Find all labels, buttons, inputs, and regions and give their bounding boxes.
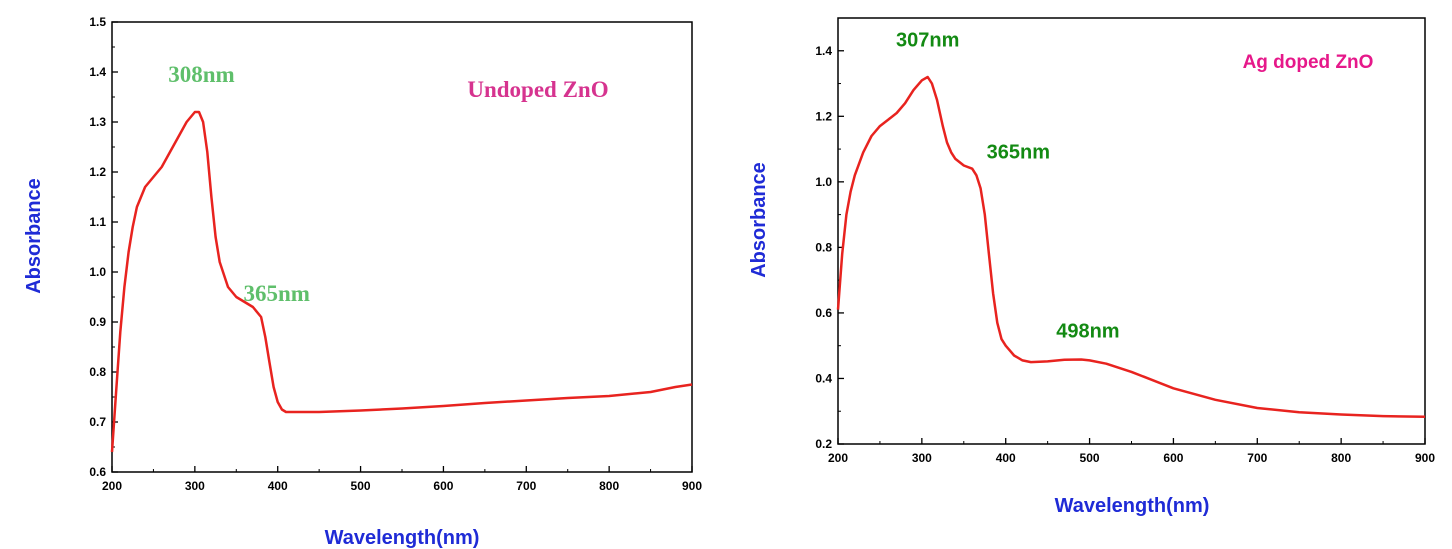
y-tick-label: 0.4 (815, 371, 832, 385)
absorbance-line (110, 110, 693, 453)
x-tick-label: 800 (1331, 451, 1351, 465)
chart-undoped-zno: 0.6 0.7 0.8 0.9 1.0 1.1 1.2 1.3 1.4 1.5 200 300 400… (23, 15, 702, 549)
x-tick-label: 600 (1163, 451, 1183, 465)
y-tick-label: 0.8 (815, 240, 832, 254)
y-tick-label: 0.7 (89, 415, 106, 429)
peak-label: 365nm (243, 281, 309, 306)
x-tick-label: 300 (185, 479, 205, 493)
y-ticks: 0.2 0.4 0.6 0.8 1.0 1.2 1.4 (815, 44, 844, 451)
x-ticks: 200 300 400 500 600 700 800 900 (828, 438, 1435, 465)
x-axis-label: Wavelength(nm) (1055, 495, 1210, 517)
peak-label: 308nm (168, 62, 234, 87)
y-tick-label: 1.4 (815, 44, 832, 58)
sample-label: Ag doped ZnO (1243, 52, 1374, 73)
peak-label: 365nm (987, 142, 1050, 164)
peak-annotations: 307nm 365nm 498nm (896, 30, 1120, 343)
peak-label: 307nm (896, 30, 959, 52)
x-tick-label: 300 (912, 451, 932, 465)
y-tick-label: 0.9 (89, 315, 106, 329)
y-tick-label: 0.2 (815, 437, 832, 451)
y-tick-label: 0.8 (89, 365, 106, 379)
y-tick-label: 1.0 (89, 265, 106, 279)
x-tick-label: 400 (996, 451, 1016, 465)
x-tick-label: 700 (516, 479, 536, 493)
plot-frame (837, 17, 1426, 445)
y-tick-label: 1.2 (815, 109, 832, 123)
x-tick-label: 500 (351, 479, 371, 493)
y-ticks: 0.6 0.7 0.8 0.9 1.0 1.1 1.2 1.3 1.4 1.5 (89, 15, 118, 479)
x-tick-label: 600 (433, 479, 453, 493)
absorbance-line (836, 75, 1426, 419)
y-axis-label: Absorbance (23, 178, 45, 294)
x-tick-label: 800 (599, 479, 619, 493)
peak-annotations: 308nm 365nm (168, 62, 310, 306)
x-tick-label: 400 (268, 479, 288, 493)
y-tick-label: 1.0 (815, 175, 832, 189)
y-tick-label: 1.5 (89, 15, 106, 29)
x-tick-label: 200 (828, 451, 848, 465)
x-tick-label: 700 (1247, 451, 1267, 465)
x-ticks: 200 300 400 500 600 700 800 900 (102, 466, 702, 493)
x-axis-label: Wavelength(nm) (325, 527, 480, 549)
x-tick-label: 900 (1415, 451, 1435, 465)
y-tick-label: 1.2 (89, 165, 106, 179)
y-tick-label: 0.6 (89, 465, 106, 479)
y-tick-label: 1.1 (89, 215, 106, 229)
x-tick-label: 200 (102, 479, 122, 493)
x-tick-label: 900 (682, 479, 702, 493)
y-axis-label: Absorbance (748, 162, 770, 278)
peak-label: 498nm (1056, 321, 1119, 343)
y-tick-label: 0.6 (815, 306, 832, 320)
chart-ag-doped-zno: 0.2 0.4 0.6 0.8 1.0 1.2 1.4 200 300 400 500 600 700… (748, 17, 1435, 517)
y-tick-label: 1.4 (89, 65, 106, 79)
y-tick-label: 1.3 (89, 115, 106, 129)
x-tick-label: 500 (1080, 451, 1100, 465)
sample-label: Undoped ZnO (467, 77, 608, 102)
